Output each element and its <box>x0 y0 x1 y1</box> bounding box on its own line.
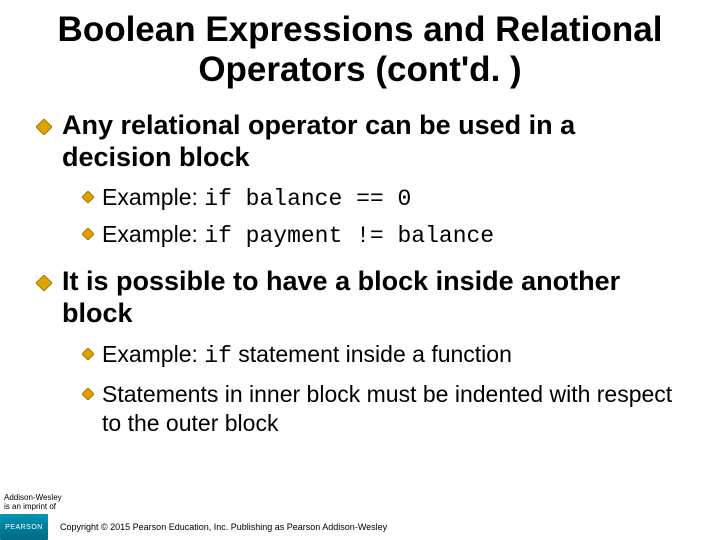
bullet-level2: Example: if balance == 0 <box>28 183 692 214</box>
bullet-icon <box>82 228 94 240</box>
bullet-level2: Example: if payment != balance <box>28 220 692 251</box>
slide-title: Boolean Expressions and Relational Opera… <box>28 10 692 91</box>
footer: Addison-Wesley is an imprint of PEARSON … <box>0 494 720 540</box>
pearson-logo: PEARSON <box>0 514 48 540</box>
code-text: if <box>204 343 232 369</box>
bullet-level2: Example: if statement inside a function <box>28 340 692 371</box>
example-prefix: Example: <box>102 221 204 247</box>
bullet-text: Statements in inner block must be indent… <box>102 380 692 438</box>
example-prefix: Example: <box>102 341 204 367</box>
footer-row: PEARSON Copyright © 2015 Pearson Educati… <box>0 514 720 540</box>
bullet-text: Example: if payment != balance <box>102 220 494 251</box>
bullet-text: It is possible to have a block inside an… <box>62 265 692 330</box>
bullet-level1: It is possible to have a block inside an… <box>28 265 692 330</box>
imprint-text: Addison-Wesley is an imprint of <box>4 494 720 512</box>
bullet-icon <box>82 388 94 400</box>
bullet-icon <box>36 275 52 291</box>
bullet-icon <box>36 119 52 135</box>
bullet-icon <box>82 348 94 360</box>
bullet-level2: Statements in inner block must be indent… <box>28 380 692 438</box>
example-prefix: Example: <box>102 184 204 210</box>
example-suffix: statement inside a function <box>232 341 512 367</box>
imprint-line: is an imprint of <box>4 503 720 512</box>
bullet-text: Example: if statement inside a function <box>102 340 512 371</box>
imprint-line: Addison-Wesley <box>4 494 720 503</box>
slide: Boolean Expressions and Relational Opera… <box>0 0 720 438</box>
bullet-level1: Any relational operator can be used in a… <box>28 109 692 174</box>
code-text: if payment != balance <box>204 223 494 249</box>
code-text: if balance == 0 <box>204 186 411 212</box>
copyright-text: Copyright © 2015 Pearson Education, Inc.… <box>60 522 387 532</box>
bullet-icon <box>82 191 94 203</box>
bullet-text: Any relational operator can be used in a… <box>62 109 692 174</box>
bullet-text: Example: if balance == 0 <box>102 183 411 214</box>
